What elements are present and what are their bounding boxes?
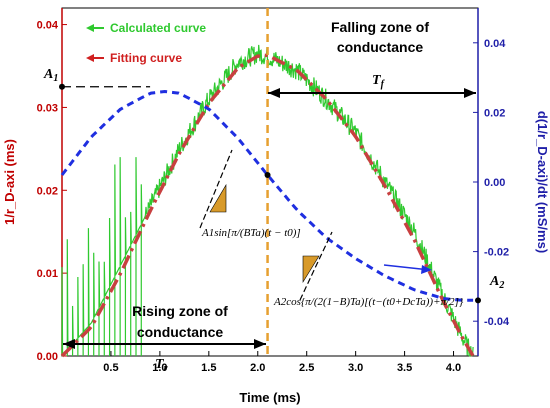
legend: Calculated curve Fitting curve — [86, 21, 206, 65]
a1-point — [59, 83, 65, 90]
a1-label: A1 — [43, 67, 58, 84]
rise-tangent-wedge — [199, 149, 233, 229]
left-ticks: 0.00 0.01 0.02 0.03 0.04 — [37, 20, 67, 363]
right-tick-label: 0.04 — [484, 38, 506, 50]
bottom-tick-label: 1.5 — [201, 362, 216, 374]
left-tick-label: 0.00 — [37, 351, 58, 363]
bottom-tick-label: 1.0 — [152, 362, 167, 374]
right-ticks: -0.04 -0.02 0.00 0.02 0.04 — [473, 38, 510, 328]
left-tick-label: 0.02 — [37, 185, 58, 197]
left-tick-label: 0.03 — [37, 102, 58, 114]
a2-point — [475, 297, 481, 304]
bottom-tick-label: 4.0 — [446, 362, 461, 374]
rising-zone-line1: Rising zone of — [132, 303, 228, 319]
legend-calculated: Calculated curve — [110, 21, 206, 35]
series-layer — [60, 44, 475, 358]
rise-formula: A1sin[π/(BTa)(t − t0)] — [201, 227, 301, 239]
y-axis-title-right: d(1/r_D-axi)/dt (mS/ms) — [535, 111, 550, 253]
derivative-arrow — [383, 264, 432, 274]
falling-zone-line1: Falling zone of — [331, 19, 429, 35]
right-tick-label: 0.02 — [484, 107, 505, 119]
bottom-tick-label: 0.5 — [103, 362, 118, 374]
series-derivative-curve — [60, 89, 474, 302]
bottom-tick-label: 2.5 — [299, 362, 314, 374]
a2-label: A2 — [489, 274, 504, 291]
left-tick-label: 0.01 — [37, 268, 58, 280]
tr-arrow — [63, 339, 266, 349]
left-tick-label: 0.04 — [37, 20, 59, 32]
tf-arrow — [268, 88, 476, 98]
series-fitting-curve — [60, 53, 475, 358]
right-tick-label: -0.04 — [484, 316, 510, 328]
fall-tangent-wedge — [299, 231, 333, 301]
y-axis-title-left: 1/r_D-axi (ms) — [2, 139, 17, 225]
right-tick-label: 0.00 — [484, 177, 505, 189]
bottom-ticks: 0.5 1.0 1.5 2.0 2.5 3.0 3.5 4.0 — [103, 351, 461, 374]
falling-zone-line2: conductance — [337, 39, 424, 55]
bottom-tick-label: 3.5 — [397, 362, 412, 374]
legend-fitting: Fitting curve — [110, 51, 182, 65]
bottom-tick-label: 3.0 — [348, 362, 363, 374]
rising-zone-line2: conductance — [137, 324, 224, 340]
bottom-tick-label: 2.0 — [250, 362, 265, 374]
right-tick-label: -0.02 — [484, 247, 509, 259]
x-axis-title: Time (ms) — [239, 390, 300, 405]
tr-label: Tr — [155, 357, 168, 374]
fall-formula: A2cos{π/(2(1−B)Ta)[(t−(t0+DcTa))+π/2]} — [273, 296, 464, 308]
tf-label: Tf — [372, 73, 386, 90]
derivative-zero-point — [264, 172, 271, 179]
